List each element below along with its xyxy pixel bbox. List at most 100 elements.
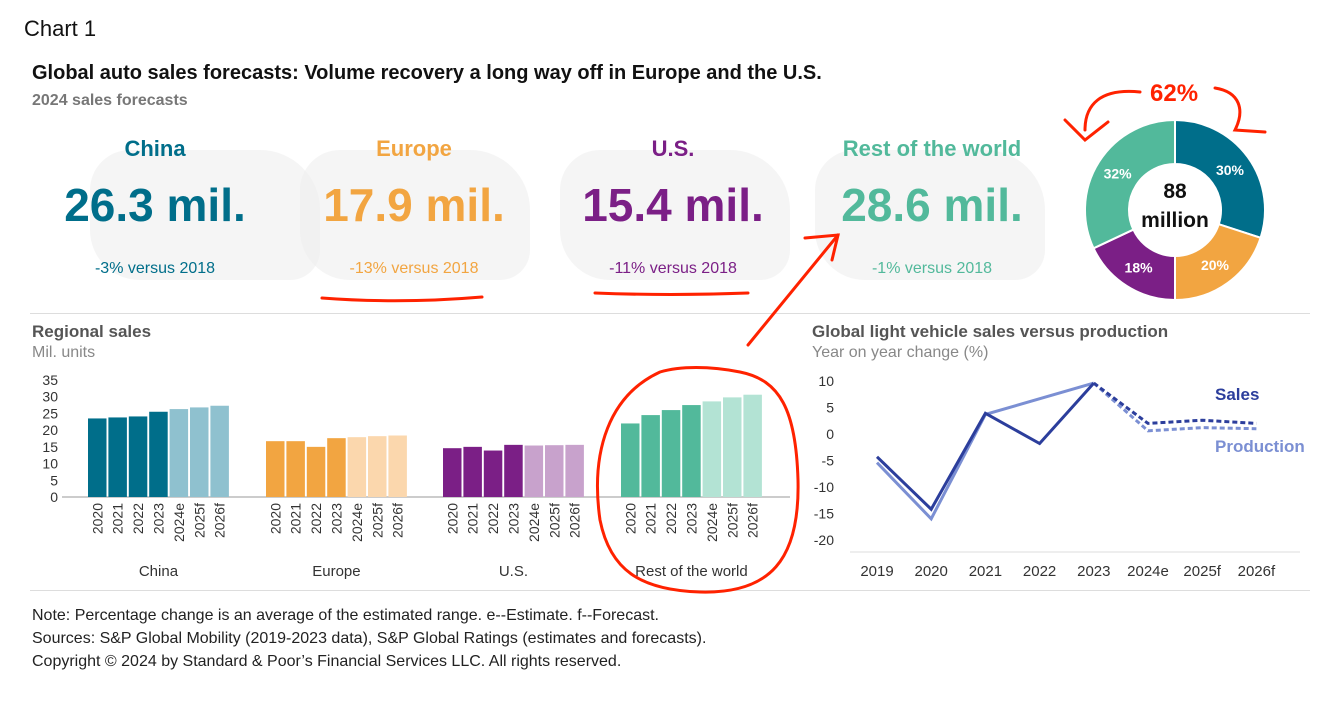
bar-u-s--2021 — [463, 446, 482, 497]
region-change: -13% versus 2018 — [349, 260, 479, 277]
bar-europe-2020 — [266, 441, 285, 497]
x-tick-label: 2023 — [328, 503, 344, 534]
bar-rest-of-the-world-2020 — [621, 423, 640, 497]
x-tick-label: 2022 — [1023, 563, 1056, 580]
y-tick-label: 25 — [42, 405, 58, 421]
x-tick-label: 2025f — [724, 503, 740, 538]
x-tick-label: 2024e — [526, 503, 542, 542]
copyright-line: Copyright © 2024 by Standard & Poor’s Fi… — [32, 653, 622, 670]
region-name: China — [124, 136, 186, 161]
line-production-actual — [875, 381, 1095, 522]
bar-europe-2025f — [368, 436, 387, 497]
region-value: 28.6 mil. — [841, 179, 1023, 231]
legend-production: Production — [1215, 437, 1305, 456]
group-label: Europe — [312, 563, 360, 580]
note-line: Note: Percentage change is an average of… — [32, 607, 659, 624]
y-tick-label: 10 — [42, 456, 58, 472]
region-value: 26.3 mil. — [64, 179, 246, 231]
bar-china-2025f — [190, 407, 209, 497]
bar-rest-of-the-world-2026f — [743, 394, 762, 497]
bar-europe-2023 — [327, 438, 346, 497]
x-tick-label: 2023 — [683, 503, 699, 534]
bar-u-s--2020 — [443, 448, 462, 497]
x-tick-label: 2020 — [444, 503, 460, 534]
bar-europe-2021 — [286, 441, 305, 497]
region-card-china: China 26.3 mil. -3% versus 2018 — [40, 136, 270, 278]
donut-center-value: 88 — [1163, 180, 1187, 203]
bar-u-s--2023 — [504, 444, 523, 497]
x-tick-label: 2021 — [643, 503, 659, 534]
y-tick-label: 5 — [50, 472, 58, 488]
donut-slice-label: 30% — [1216, 162, 1245, 178]
china-map-silhouette — [90, 150, 320, 280]
line-sales-actual — [875, 382, 1095, 512]
x-tick-label: 2020 — [622, 503, 638, 534]
bar-europe-2022 — [306, 446, 326, 497]
x-tick-label: 2023 — [505, 503, 521, 534]
legend-sales: Sales — [1215, 385, 1259, 404]
x-tick-label: 2022 — [663, 503, 679, 534]
x-tick-label: 2025f — [369, 503, 385, 538]
chart-subtitle: 2024 sales forecasts — [32, 92, 188, 109]
region-value: 17.9 mil. — [323, 179, 505, 231]
bar-china-2021 — [108, 417, 127, 497]
global-chart-title: Global light vehicle sales versus produc… — [812, 322, 1169, 341]
x-tick-label: 2019 — [860, 563, 893, 580]
regional-chart-title: Regional sales — [32, 322, 152, 341]
region-value: 15.4 mil. — [582, 179, 764, 231]
donut-slice-label: 18% — [1125, 259, 1154, 275]
world-map-silhouette — [815, 150, 1045, 280]
x-tick-label: 2023 — [150, 503, 166, 534]
x-tick-label: 2021 — [110, 503, 126, 534]
line-production-forecast — [1092, 381, 1257, 433]
x-tick-label: 2026f — [745, 503, 761, 538]
x-tick-label: 2021 — [969, 563, 1002, 580]
line-sales-forecast — [1092, 381, 1257, 425]
section-divider — [30, 313, 1310, 314]
x-tick-label: 2026f — [1238, 563, 1276, 580]
x-tick-label: 2026f — [212, 503, 228, 538]
bar-rest-of-the-world-2025f — [723, 397, 742, 497]
region-name: Europe — [376, 136, 452, 161]
y-tick-label: 20 — [42, 422, 58, 438]
x-tick-label: 2025f — [191, 503, 207, 538]
global-line-chart: 10 5 0 -5 -10 -15 -20 2019 2020 2021 2022 2023 2024e… — [814, 373, 1305, 580]
bar-europe-2026f — [388, 435, 407, 497]
x-tick-label: 2026f — [390, 503, 406, 538]
x-tick-label: 2020 — [267, 503, 283, 534]
chart-label: Chart 1 — [24, 16, 97, 41]
group-label: Rest of the world — [635, 563, 748, 580]
donut-annotation-label: 62% — [1150, 80, 1198, 107]
bar-china-2023 — [149, 411, 168, 497]
x-tick-label: 2020 — [915, 563, 948, 580]
region-change: -3% versus 2018 — [94, 260, 216, 277]
bar-u-s--2022 — [483, 450, 503, 497]
footnotes: Note: Percentage change is an average of… — [32, 604, 706, 673]
bar-u-s--2026f — [565, 444, 584, 497]
y-tick-label: 30 — [42, 389, 58, 405]
x-tick-label: 2021 — [465, 503, 481, 534]
x-tick-label: 2024e — [171, 503, 187, 542]
bar-china-2022 — [128, 416, 148, 497]
y-tick-label: 0 — [826, 426, 834, 442]
donut-center-unit: million — [1141, 209, 1209, 232]
bar-china-2020 — [88, 418, 107, 497]
y-tick-label: 35 — [42, 372, 58, 388]
group-label: China — [139, 563, 179, 580]
region-name: Rest of the world — [842, 136, 1022, 161]
bar-china-2026f — [210, 405, 229, 497]
donut-chart: 30% 20% 18% 32% 88 million — [1084, 118, 1266, 302]
x-tick-label: 2025f — [546, 503, 562, 538]
global-chart-unit: Year on year change (%) — [812, 344, 989, 361]
y-tick-label: -15 — [814, 506, 834, 522]
europe-underline — [320, 295, 484, 303]
x-tick-label: 2024e — [1127, 563, 1169, 580]
donut-slice-label: 20% — [1201, 257, 1230, 273]
x-tick-label: 2021 — [288, 503, 304, 534]
x-tick-label: 2022 — [308, 503, 324, 534]
source-line: Sources: S&P Global Mobility (2019-2023 … — [32, 630, 707, 647]
y-tick-label: -10 — [814, 479, 834, 495]
us-underline — [593, 291, 750, 296]
y-tick-label: -20 — [814, 532, 834, 548]
